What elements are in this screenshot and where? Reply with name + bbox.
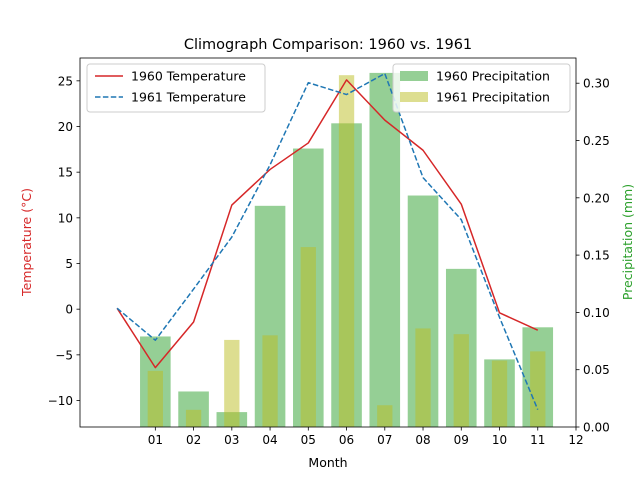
bar-1961-precipitation bbox=[530, 351, 546, 427]
legend-label-1960-precipitation: 1960 Precipitation bbox=[436, 69, 550, 84]
bar-1961-precipitation bbox=[377, 405, 393, 427]
y-right-tick-label: 0.15 bbox=[583, 249, 610, 263]
legend-label-1960-temperature: 1960 Temperature bbox=[131, 69, 246, 84]
axes: 01 02 03 04 05 06 07 08 09 10 11 12−10−505101520250… bbox=[48, 57, 610, 447]
y-left-tick-label: 10 bbox=[58, 211, 73, 225]
y-right-tick-label: 0.30 bbox=[583, 77, 610, 91]
x-tick-label: 06 bbox=[339, 433, 354, 447]
y-left-tick-label: 5 bbox=[65, 257, 73, 271]
legend-box bbox=[392, 63, 571, 113]
temperature-lines bbox=[116, 72, 539, 410]
y-left-tick-label: 20 bbox=[58, 120, 73, 134]
legend-box bbox=[86, 63, 266, 113]
bar-1961-precipitation bbox=[185, 409, 202, 427]
y-axis-right-label: Precipitation (mm) bbox=[620, 184, 635, 300]
bars-1961-precipitation bbox=[147, 75, 546, 427]
x-tick-label: 01 bbox=[148, 433, 163, 447]
bar-1961-precipitation bbox=[300, 247, 316, 427]
chart-title: Climograph Comparison: 1960 vs. 1961 bbox=[184, 37, 472, 53]
x-tick-label: 08 bbox=[415, 433, 430, 447]
line-1960-temperature bbox=[116, 79, 539, 369]
y-left-tick-label: −5 bbox=[55, 348, 73, 362]
y-right-tick-label: 0.00 bbox=[583, 421, 610, 435]
x-axis-label: Month bbox=[308, 455, 347, 470]
x-tick-label: 05 bbox=[301, 433, 316, 447]
x-tick-label: 03 bbox=[224, 433, 239, 447]
bar-1961-precipitation bbox=[453, 334, 469, 427]
y-right-tick-label: 0.25 bbox=[583, 134, 610, 148]
y-right-tick-label: 0.10 bbox=[583, 306, 610, 320]
legend-swatch-1961-precipitation bbox=[400, 92, 428, 102]
x-tick-label: 10 bbox=[492, 433, 507, 447]
legend-label-1961-precipitation: 1961 Precipitation bbox=[436, 90, 550, 105]
line-1961-temperature bbox=[116, 72, 539, 410]
legend-label-1961-temperature: 1961 Temperature bbox=[131, 90, 246, 105]
x-tick-label: 07 bbox=[377, 433, 392, 447]
bar-1961-precipitation bbox=[147, 370, 163, 427]
y-left-tick-label: −10 bbox=[48, 394, 73, 408]
y-right-tick-label: 0.05 bbox=[583, 363, 610, 377]
bar-1961-precipitation bbox=[262, 335, 278, 427]
bar-1961-precipitation bbox=[338, 75, 355, 427]
y-right-tick-label: 0.20 bbox=[583, 191, 610, 205]
legend-temperature: 1960 Temperature 1961 Temperature bbox=[86, 63, 266, 113]
plot-frame bbox=[79, 57, 577, 428]
x-tick-label: 02 bbox=[186, 433, 201, 447]
bar-1961-precipitation bbox=[224, 339, 240, 427]
legend-swatch-1960-precipitation bbox=[400, 71, 428, 81]
y-left-tick-label: 25 bbox=[58, 74, 73, 88]
x-tick-label: 11 bbox=[530, 433, 545, 447]
x-tick-label: 09 bbox=[454, 433, 469, 447]
y-axis-left-label: Temperature (°C) bbox=[19, 188, 34, 297]
x-tick-label: 12 bbox=[568, 433, 583, 447]
legend-precipitation: 1960 Precipitation 1961 Precipitation bbox=[392, 63, 571, 113]
bar-1960-precipitation bbox=[369, 72, 401, 427]
bar-1961-precipitation bbox=[415, 328, 431, 427]
y-left-tick-label: 0 bbox=[65, 303, 73, 317]
x-tick-label: 04 bbox=[262, 433, 277, 447]
bar-1961-precipitation bbox=[491, 360, 508, 427]
y-left-tick-label: 15 bbox=[58, 166, 73, 180]
